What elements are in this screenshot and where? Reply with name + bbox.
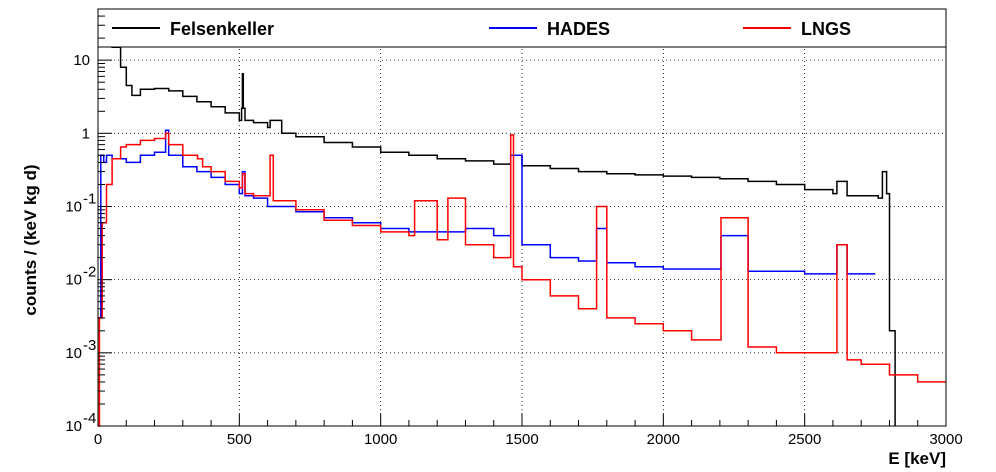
y-tick-label: 10 [65,198,82,215]
x-axis-title: E [keV] [888,449,946,468]
x-tick-label: 1000 [364,431,397,448]
legend-label-lngs: LNGS [801,19,851,39]
y-tick-label: 10 [65,272,82,289]
y-axis-title: counts / (keV kg d) [21,164,40,315]
x-tick-label: 500 [227,431,252,448]
y-tick-exponent: -4 [83,410,96,427]
x-tick-label: 3000 [929,431,962,448]
y-tick-label: 10 [65,345,82,362]
x-tick-label: 2500 [788,431,821,448]
axes: 0 500 1000 1500 2000 2500 300010-410-310-210-1… [65,8,963,448]
legend-label-hades: HADES [547,19,610,39]
series-layer [98,24,946,427]
x-tick-label: 0 [94,431,102,448]
y-tick-label: 1 [82,125,90,142]
series-line-felsenkeller [98,24,896,426]
legend-label-felsenkeller: Felsenkeller [170,19,274,39]
x-tick-label: 2000 [647,431,680,448]
y-tick-exponent: -3 [83,337,96,354]
y-tick-exponent: -1 [83,190,96,207]
series-line-lngs [98,132,946,427]
y-tick-label: 10 [73,52,90,69]
x-tick-label: 1500 [505,431,538,448]
legend: Felsenkeller HADES LNGS [97,8,947,48]
y-tick-label: 10 [65,418,82,435]
y-tick-exponent: -2 [83,264,96,281]
